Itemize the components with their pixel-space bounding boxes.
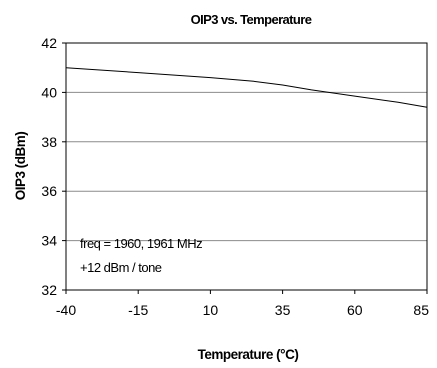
y-tick-label-5: 42 <box>41 35 57 51</box>
series-line <box>65 67 428 108</box>
x-tick-label-2: 10 <box>203 302 219 318</box>
x-tick-label-4: 60 <box>347 302 363 318</box>
annotation-power: +12 dBm / tone <box>80 260 162 275</box>
x-tick-label-3: 35 <box>275 302 291 318</box>
y-axis-label: OIP3 (dBm) <box>13 132 28 201</box>
y-tick-label-0: 32 <box>41 282 57 298</box>
x-tick-label-5: 85 <box>413 302 429 318</box>
x-axis-label: Temperature (°C) <box>198 347 299 362</box>
plot-area <box>65 42 428 291</box>
y-axis-ticks: 32 34 36 38 40 42 <box>41 35 66 298</box>
annotation-frequency: freq = 1960, 1961 MHz <box>80 236 202 251</box>
chart-title: OIP3 vs. Temperature <box>191 12 312 27</box>
x-axis-ticks: -40 -15 10 35 60 85 <box>56 290 429 318</box>
y-tick-label-4: 40 <box>41 84 57 100</box>
gridlines <box>66 91 427 242</box>
x-tick-label-0: -40 <box>56 302 76 318</box>
x-tick-label-1: -15 <box>128 302 148 318</box>
y-tick-label-2: 36 <box>41 183 57 199</box>
y-tick-label-1: 34 <box>41 233 57 249</box>
y-tick-label-3: 38 <box>41 134 57 150</box>
